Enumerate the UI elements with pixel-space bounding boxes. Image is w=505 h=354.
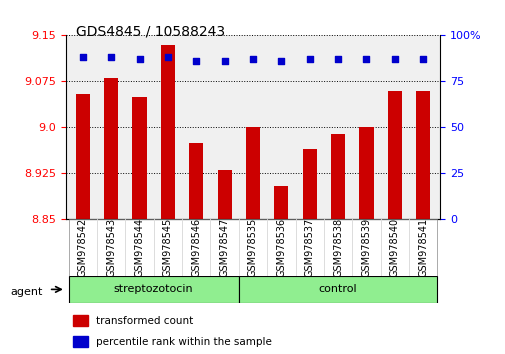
- Point: [192, 58, 200, 64]
- Point: [135, 57, 143, 62]
- Text: GSM978543: GSM978543: [106, 218, 116, 278]
- Bar: [73, 336, 88, 347]
- Text: GSM978537: GSM978537: [304, 218, 314, 278]
- Bar: [415, 91, 429, 219]
- Bar: [125, 219, 154, 276]
- Bar: [210, 219, 238, 276]
- Bar: [387, 91, 401, 219]
- Point: [107, 55, 115, 60]
- Bar: [238, 276, 436, 303]
- Text: GSM978541: GSM978541: [417, 218, 427, 278]
- Bar: [351, 219, 380, 276]
- Text: GSM978539: GSM978539: [361, 218, 371, 278]
- Point: [305, 57, 313, 62]
- Bar: [69, 219, 97, 276]
- Bar: [132, 97, 146, 219]
- Bar: [182, 219, 210, 276]
- Bar: [274, 186, 288, 219]
- Bar: [217, 170, 231, 219]
- Bar: [408, 219, 436, 276]
- Point: [248, 57, 257, 62]
- Bar: [73, 315, 88, 326]
- Bar: [238, 219, 267, 276]
- Text: GSM978538: GSM978538: [332, 218, 342, 278]
- Bar: [380, 219, 408, 276]
- Bar: [97, 219, 125, 276]
- Bar: [323, 219, 351, 276]
- Text: streptozotocin: streptozotocin: [114, 284, 193, 295]
- Bar: [245, 127, 260, 219]
- Bar: [189, 143, 203, 219]
- Point: [390, 57, 398, 62]
- Text: GSM978545: GSM978545: [163, 218, 173, 278]
- Point: [418, 57, 426, 62]
- Text: GSM978546: GSM978546: [191, 218, 201, 278]
- Point: [79, 55, 87, 60]
- Text: GDS4845 / 10588243: GDS4845 / 10588243: [76, 25, 225, 39]
- Bar: [295, 219, 323, 276]
- Text: control: control: [318, 284, 357, 295]
- Point: [220, 58, 228, 64]
- Text: percentile rank within the sample: percentile rank within the sample: [95, 337, 271, 347]
- Bar: [69, 276, 238, 303]
- Text: GSM978544: GSM978544: [134, 218, 144, 278]
- Point: [362, 57, 370, 62]
- Text: GSM978536: GSM978536: [276, 218, 286, 278]
- Point: [333, 57, 341, 62]
- Text: GSM978535: GSM978535: [247, 218, 258, 278]
- Text: GSM978542: GSM978542: [78, 218, 88, 278]
- Text: GSM978540: GSM978540: [389, 218, 399, 278]
- Text: agent: agent: [10, 287, 42, 297]
- Point: [277, 58, 285, 64]
- Bar: [104, 78, 118, 219]
- Bar: [76, 94, 90, 219]
- Bar: [359, 127, 373, 219]
- Bar: [154, 219, 182, 276]
- Bar: [161, 45, 175, 219]
- Bar: [330, 133, 344, 219]
- Text: transformed count: transformed count: [95, 316, 192, 326]
- Bar: [302, 149, 316, 219]
- Bar: [267, 219, 295, 276]
- Point: [164, 55, 172, 60]
- Text: GSM978547: GSM978547: [219, 218, 229, 278]
